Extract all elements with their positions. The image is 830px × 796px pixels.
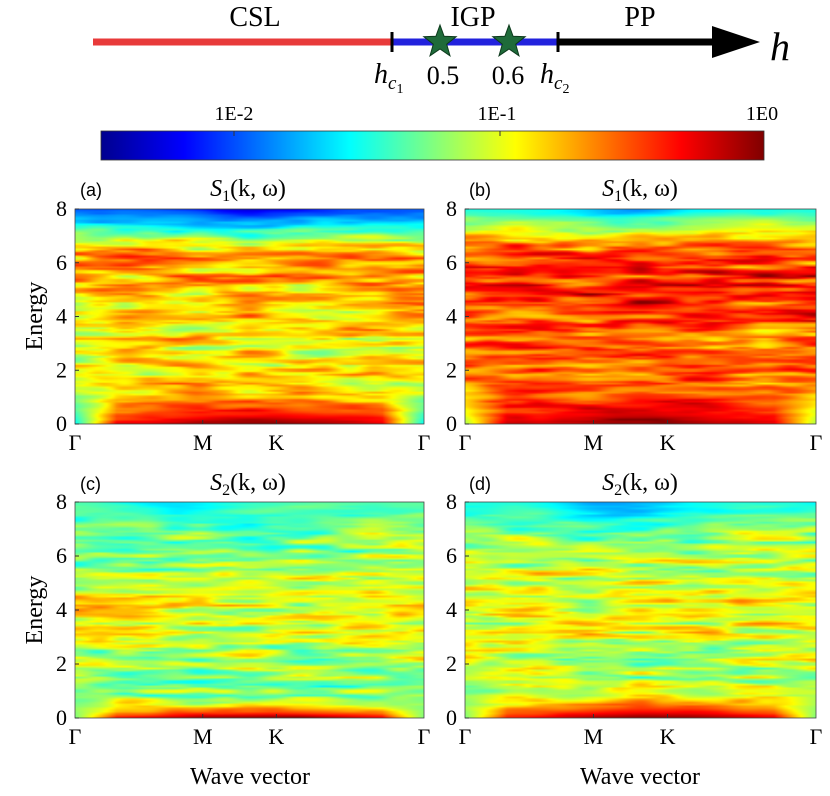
hc2-subsub: 2	[562, 82, 569, 97]
hc2-sub: c	[554, 73, 563, 94]
heatmap-a	[75, 209, 424, 424]
x-label-right: Wave vector	[580, 764, 700, 790]
y-tick-label-c-4: 4	[56, 597, 67, 622]
y-tick-label-d-4: 4	[446, 597, 457, 622]
y-tick-label-c-0: 0	[56, 705, 67, 730]
y-label-bottom: Energy	[22, 576, 48, 645]
x-tick-label-c-2: K	[268, 724, 284, 749]
x-tick-label-a-1: M	[193, 430, 213, 455]
y-tick-label-c-2: 2	[56, 651, 67, 676]
star-label-0.5: 0.5	[427, 61, 460, 90]
y-tick-label-d-8: 8	[446, 489, 457, 514]
axis-arrow-head	[712, 26, 760, 58]
y-label-top: Energy	[22, 282, 48, 351]
panel-b: (b) S1(k, ω)	[464, 176, 817, 425]
title-sym-a: S	[210, 176, 222, 202]
x-tick-label-a-3: Γ	[418, 430, 431, 455]
colorbar-label-1e-2: 1E-2	[215, 103, 254, 125]
title-rest-d: (k, ω)	[622, 470, 678, 496]
star-marker-0.6	[491, 23, 527, 57]
x-tick-label-b-0: Γ	[459, 430, 472, 455]
panel-tag-b: (b)	[469, 180, 491, 200]
title-rest-c: (k, ω)	[230, 470, 286, 496]
y-tick-label-b-2: 2	[446, 357, 457, 382]
panel-tag-c: (c)	[80, 474, 101, 494]
title-sub-b: 1	[614, 188, 622, 205]
panel-c: (c) S2(k, ω) Energy Wave vector	[22, 470, 425, 790]
title-rest-a: (k, ω)	[230, 176, 286, 202]
y-tick-label-b-6: 6	[446, 250, 457, 275]
colorbar-gradient	[100, 130, 765, 161]
x-tick-label-b-1: M	[584, 430, 604, 455]
x-label-left: Wave vector	[190, 764, 310, 790]
y-tick-label-d-2: 2	[446, 651, 457, 676]
panel-title-a: S1(k, ω)	[210, 176, 286, 205]
y-tick-label-a-4: 4	[56, 304, 67, 329]
panel-title-d: S2(k, ω)	[602, 470, 678, 499]
title-sym-b: S	[602, 176, 614, 202]
title-sub-a: 1	[222, 188, 230, 205]
x-tick-label-b-3: Γ	[810, 430, 823, 455]
heatmap-d	[465, 502, 816, 718]
panel-tag-d: (d)	[469, 474, 491, 494]
axis-symbol-h: h	[770, 24, 790, 69]
phase-label-pp: PP	[624, 2, 655, 33]
hc2-label: hc2	[540, 59, 569, 97]
x-tick-label-d-2: K	[660, 724, 676, 749]
hc1-label: hc1	[374, 59, 403, 97]
x-tick-label-d-1: M	[584, 724, 604, 749]
y-tick-label-b-0: 0	[446, 411, 457, 436]
phase-diagram: CSL IGP PP hc1 hc2 0.5 0.6 h	[93, 2, 790, 97]
heatmap-b	[465, 209, 816, 424]
colorbar-label-1e0: 1E0	[746, 103, 778, 125]
colorbar-label-1e-1: 1E-1	[478, 103, 517, 125]
y-tick-label-d-6: 6	[446, 543, 457, 568]
x-tick-label-d-0: Γ	[459, 724, 472, 749]
x-tick-label-c-3: Γ	[418, 724, 431, 749]
x-tick-label-c-0: Γ	[69, 724, 82, 749]
hc1-sub: c	[388, 73, 397, 94]
y-tick-label-c-8: 8	[56, 489, 67, 514]
heatmap-c	[75, 502, 424, 718]
phase-label-csl: CSL	[229, 2, 280, 33]
panel-d: (d) S2(k, ω) Wave vector	[464, 470, 817, 790]
y-tick-label-a-6: 6	[56, 250, 67, 275]
y-tick-label-a-0: 0	[56, 411, 67, 436]
panel-title-b: S1(k, ω)	[602, 176, 678, 205]
phase-label-igp: IGP	[450, 2, 495, 33]
x-tick-label-a-0: Γ	[69, 430, 82, 455]
y-tick-label-a-8: 8	[56, 196, 67, 221]
star-label-0.6: 0.6	[492, 61, 525, 90]
panel-tag-a: (a)	[80, 180, 102, 200]
title-sym-c: S	[210, 470, 222, 496]
hc2-base: h	[540, 59, 554, 90]
y-tick-label-a-2: 2	[56, 357, 67, 382]
x-tick-label-d-3: Γ	[810, 724, 823, 749]
title-sym-d: S	[602, 470, 614, 496]
title-sub-c: 2	[222, 482, 230, 499]
x-tick-label-a-2: K	[268, 430, 284, 455]
y-tick-label-c-6: 6	[56, 543, 67, 568]
hc1-base: h	[374, 59, 388, 90]
panel-a: (a) S1(k, ω) Energy	[22, 176, 425, 425]
y-tick-label-d-0: 0	[446, 705, 457, 730]
y-tick-label-b-4: 4	[446, 304, 457, 329]
hc1-subsub: 1	[396, 82, 403, 97]
star-marker-0.5	[422, 23, 458, 57]
x-tick-label-b-2: K	[660, 430, 676, 455]
panel-title-c: S2(k, ω)	[210, 470, 286, 499]
title-sub-d: 2	[614, 482, 622, 499]
x-tick-label-c-1: M	[193, 724, 213, 749]
colorbar: 1E-2 1E-1 1E0	[100, 103, 778, 161]
y-tick-label-b-8: 8	[446, 196, 457, 221]
title-rest-b: (k, ω)	[622, 176, 678, 202]
